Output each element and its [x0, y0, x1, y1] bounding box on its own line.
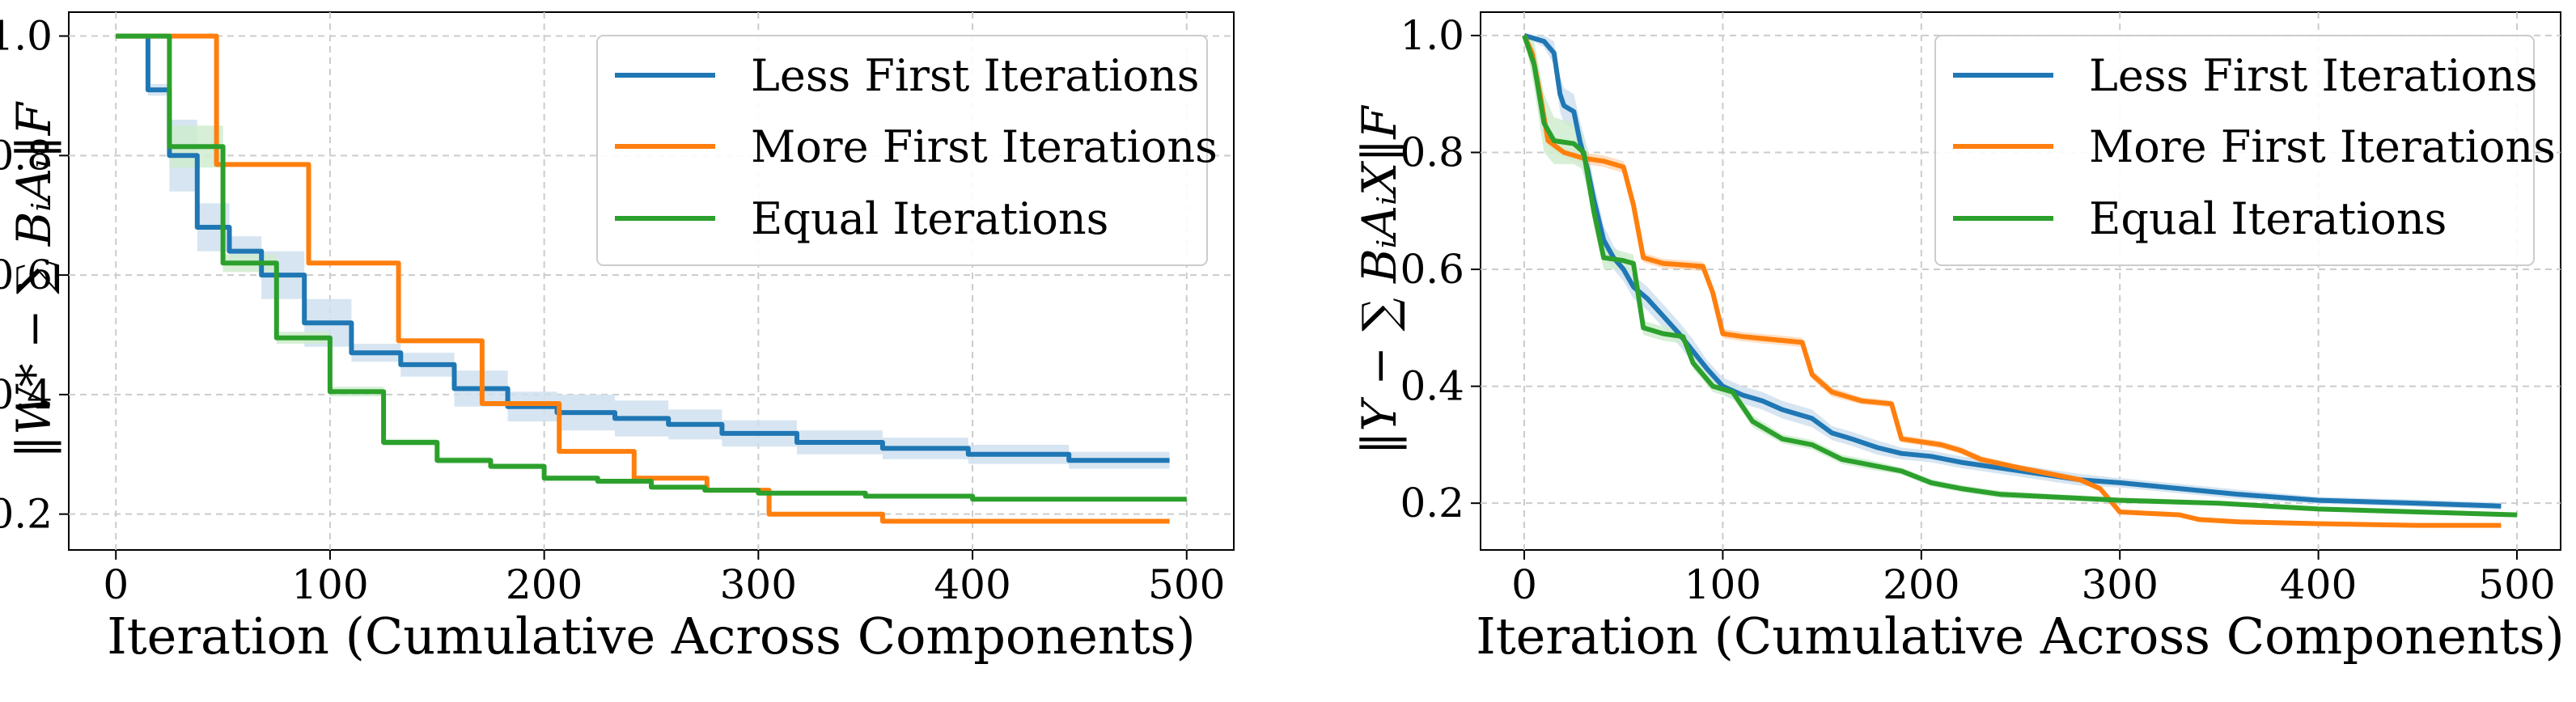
legend-label-more-first: More First Iterations	[751, 121, 1218, 172]
y-tick-label-1-0: 1.0	[1400, 12, 1464, 59]
x-tick-label-300: 300	[2081, 561, 2158, 608]
x-tick-label-200: 200	[506, 561, 583, 608]
x-tick-label-0: 0	[1511, 561, 1537, 608]
series-line-more-first-iterations	[116, 33, 1170, 524]
series-line-equal-iterations	[116, 33, 1187, 502]
x-tick-label-200: 200	[1883, 561, 1960, 608]
chart-panel-right: 0 100 200 300 400 500 0.2 0.4 0.6 0.8 1.0 Iterati…	[1352, 11, 2565, 666]
x-axis-label: Iteration (Cumulative Across Components)	[1476, 607, 2565, 666]
y-ticks: 0.2 0.4 0.6 0.8 1.0	[1400, 12, 1481, 526]
x-tick-label-100: 100	[1684, 561, 1761, 608]
legend-label-less-first: Less First Iterations	[751, 50, 1200, 101]
y-tick-label-0-2: 0.2	[1400, 480, 1464, 526]
legend-box	[1934, 35, 2535, 266]
x-tick-label-0: 0	[103, 561, 129, 608]
x-tick-label-300: 300	[720, 561, 797, 608]
x-ticks: 0 100 200 300 400 500	[103, 550, 1225, 608]
x-tick-label-100: 100	[291, 561, 368, 608]
band-less-first-iterations	[116, 36, 1170, 469]
y-tick-label-0-6: 0.6	[1400, 246, 1464, 293]
series-lines	[1522, 33, 2518, 528]
y-tick-label-0-4: 0.4	[0, 371, 53, 418]
chart-panel-left: 0 100 200 300 400 500 0.2 0.4 0.6 0.8 1.0 Iterati…	[0, 11, 1235, 666]
x-tick-label-400: 400	[934, 561, 1010, 608]
y-tick-label-0-2: 0.2	[0, 491, 53, 538]
x-axis-label: Iteration (Cumulative Across Components)	[107, 607, 1196, 666]
y-axis-label: ‖Y − ∑ BᵢAᵢX‖F	[1352, 105, 1407, 455]
series-line-equal-iterations	[1522, 34, 2518, 518]
series-line-more-first-iterations	[1522, 34, 2502, 528]
series-lines	[116, 33, 1187, 524]
uncertainty-bands	[116, 36, 1187, 501]
y-tick-label-0-8: 0.8	[1400, 129, 1464, 176]
legend-label-equal: Equal Iterations	[2089, 193, 2447, 244]
y-tick-label-0-8: 0.8	[0, 132, 53, 179]
legend-box	[596, 35, 1208, 266]
x-ticks: 0 100 200 300 400 500	[1511, 550, 2556, 608]
legend: Less First Iterations More First Iterati…	[596, 35, 1218, 266]
y-ticks: 0.2 0.4 0.6 0.8 1.0	[0, 13, 69, 538]
y-tick-label-0-6: 0.6	[0, 252, 53, 298]
legend-label-equal: Equal Iterations	[751, 193, 1108, 244]
x-tick-label-500: 500	[1148, 561, 1225, 608]
legend-label-less-first: Less First Iterations	[2089, 50, 2538, 101]
x-tick-label-400: 400	[2280, 561, 2357, 608]
y-tick-label-1-0: 1.0	[0, 13, 53, 60]
y-axis-label: ‖W* − ∑ BᵢAᵢ‖F	[6, 101, 61, 459]
legend-label-more-first: More First Iterations	[2089, 121, 2556, 172]
x-tick-label-500: 500	[2478, 561, 2555, 608]
legend: Less First Iterations More First Iterati…	[1934, 35, 2556, 266]
y-tick-label-0-4: 0.4	[1400, 363, 1464, 410]
